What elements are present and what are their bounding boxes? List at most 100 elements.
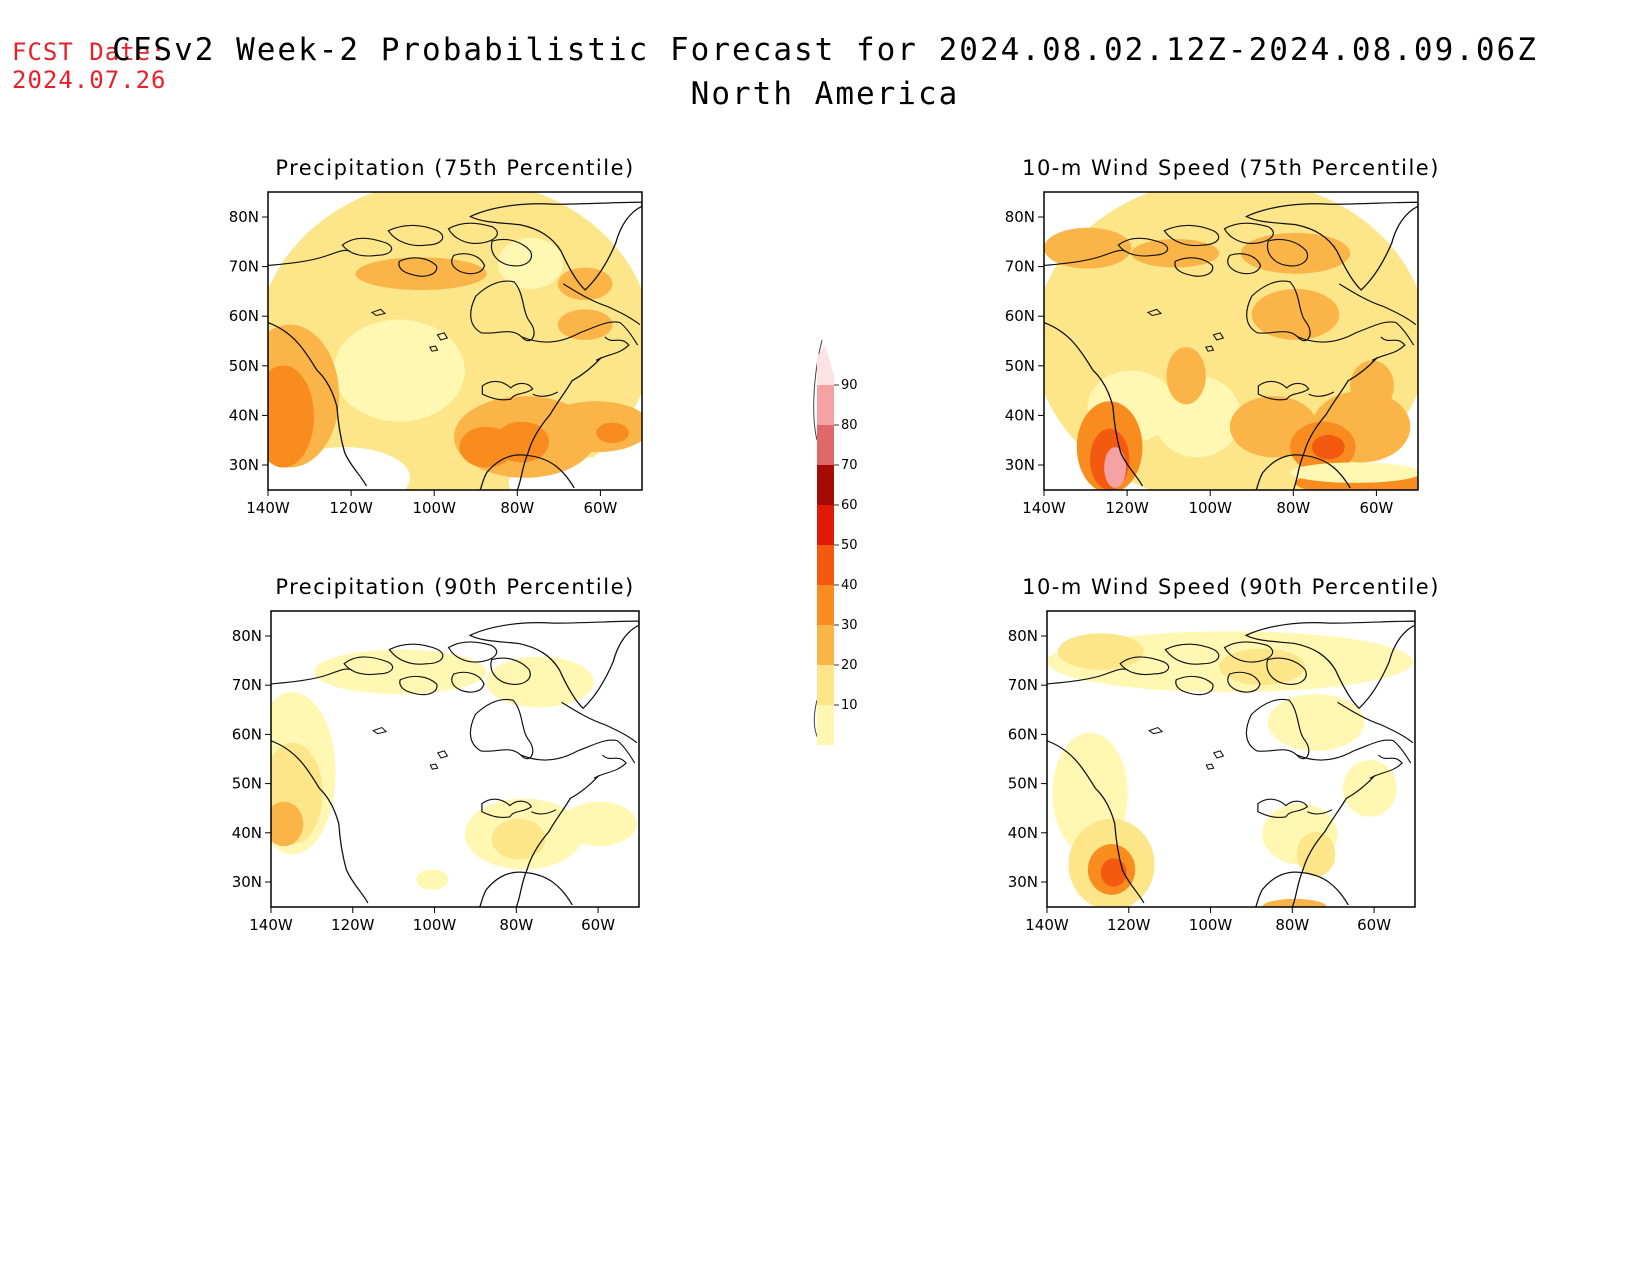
panel-title: 10-m Wind Speed (75th Percentile) [1022, 156, 1440, 180]
lon-tick-label: 60W [583, 499, 617, 517]
shading-region [1267, 694, 1365, 751]
shading-region [271, 801, 304, 847]
colorbar-level-label: 70 [841, 458, 858, 473]
shading-region [459, 426, 515, 468]
lon-tick-label: 100W [1188, 499, 1232, 517]
lat-tick-label: 70N [1008, 676, 1038, 694]
panel-frame [267, 191, 643, 491]
lon-tick-label: 140W [246, 499, 290, 517]
shading-region [491, 818, 546, 860]
colorbar-level-label: 40 [841, 578, 858, 593]
lat-tick-label: 40N [1005, 406, 1035, 424]
forecast-date-value: 2024.07.26 [12, 66, 167, 94]
colorbar-bin [817, 665, 834, 705]
probability-shading [268, 192, 642, 490]
colorbar-bin [817, 705, 834, 745]
panel-title: 10-m Wind Speed (90th Percentile) [1022, 575, 1440, 599]
lon-tick-label: 80W [1276, 499, 1310, 517]
lat-tick-label: 40N [232, 824, 262, 842]
lon-tick-label: 80W [1275, 916, 1309, 934]
lat-tick-label: 80N [232, 627, 262, 645]
probability-shading [1044, 192, 1418, 490]
shading-region [314, 649, 487, 695]
shading-region [486, 656, 594, 708]
shading-region [497, 237, 564, 289]
lat-tick-label: 80N [1005, 208, 1035, 226]
lon-tick-label: 120W [1107, 916, 1151, 934]
lon-tick-label: 120W [329, 499, 373, 517]
lat-tick-label: 70N [232, 676, 262, 694]
map-panel-wind75: 10-m Wind Speed (75th Percentile) 80N 70N 6… [1005, 156, 1440, 517]
probability-shading [271, 611, 639, 907]
shading-region [596, 422, 629, 444]
forecast-date-label: FCST Date: [12, 38, 167, 66]
shading-region [1044, 227, 1132, 269]
panel-title: Precipitation (90th Percentile) [275, 575, 634, 599]
colorbar-bin [817, 465, 834, 505]
shading-region [1311, 434, 1345, 460]
lat-tick-label: 40N [229, 406, 259, 424]
shading-region [1057, 633, 1144, 670]
panel-frame [1046, 610, 1416, 908]
colorbar-level-label: 30 [841, 618, 858, 633]
shading-region [1296, 831, 1336, 877]
colorbar-level-label: 10 [841, 698, 858, 713]
shading-region [1219, 648, 1306, 685]
lat-tick-label: 40N [1008, 824, 1038, 842]
shading-region [355, 257, 487, 290]
lat-tick-label: 60N [229, 307, 259, 325]
page-title: CFSv2 Week-2 Probabilistic Forecast for … [112, 32, 1538, 68]
forecast-date: FCST Date: 2024.07.26 [12, 38, 167, 94]
shading-region [1104, 447, 1127, 488]
lat-tick-label: 30N [232, 873, 262, 891]
shading-region [333, 319, 465, 422]
shading-region [1240, 232, 1351, 274]
shading-region [416, 869, 449, 890]
lat-tick-label: 50N [1008, 775, 1038, 793]
lon-tick-label: 120W [1105, 499, 1149, 517]
lon-tick-label: 100W [412, 499, 456, 517]
colorbar-level-label: 20 [841, 658, 858, 673]
lon-tick-label: 60W [581, 916, 615, 934]
map-panel-wind90: 10-m Wind Speed (90th Percentile) 80N 70N 6… [1008, 575, 1440, 934]
lon-tick-label: 60W [1357, 916, 1391, 934]
colorbar-bin [817, 385, 834, 425]
region-subtitle: North America [690, 76, 960, 112]
lon-tick-label: 100W [1189, 916, 1233, 934]
lat-tick-label: 30N [1005, 456, 1035, 474]
colorbar: 10 20 30 40 50 60 70 80 90 [813, 339, 858, 746]
lon-tick-label: 120W [331, 916, 375, 934]
lat-tick-label: 70N [229, 258, 259, 276]
colorbar-level-label: 80 [841, 418, 858, 433]
shading-region [268, 365, 314, 468]
panel-title: Precipitation (75th Percentile) [275, 156, 634, 180]
colorbar-level-label: 90 [841, 378, 858, 393]
lon-tick-label: 140W [1025, 916, 1069, 934]
colorbar-bin [817, 545, 834, 585]
shading-region [1350, 360, 1394, 412]
shading-region [561, 801, 637, 847]
colorbar-bin [817, 585, 834, 625]
shading-region [557, 267, 613, 301]
lat-tick-label: 80N [1008, 627, 1038, 645]
lat-tick-label: 60N [1005, 307, 1035, 325]
colorbar-level-label: 50 [841, 538, 858, 553]
colorbar-bin [817, 625, 834, 665]
panel-frame [1043, 191, 1419, 491]
map-panel-precip75: Precipitation (75th Percentile) 80N 70N 60N… [229, 156, 643, 517]
lon-tick-label: 100W [413, 916, 457, 934]
colorbar-level-label: 60 [841, 498, 858, 513]
colorbar-bin [817, 425, 834, 465]
shading-region [1290, 462, 1418, 483]
colorbar-bin [817, 505, 834, 545]
lat-tick-label: 30N [229, 456, 259, 474]
lat-tick-label: 30N [1008, 873, 1038, 891]
panel-frame [270, 610, 640, 908]
shading-region [1100, 858, 1127, 887]
lon-tick-label: 80W [499, 916, 533, 934]
lon-tick-label: 80W [500, 499, 534, 517]
lat-tick-label: 50N [1005, 357, 1035, 375]
lat-tick-label: 70N [1005, 258, 1035, 276]
lat-tick-label: 60N [1008, 725, 1038, 743]
